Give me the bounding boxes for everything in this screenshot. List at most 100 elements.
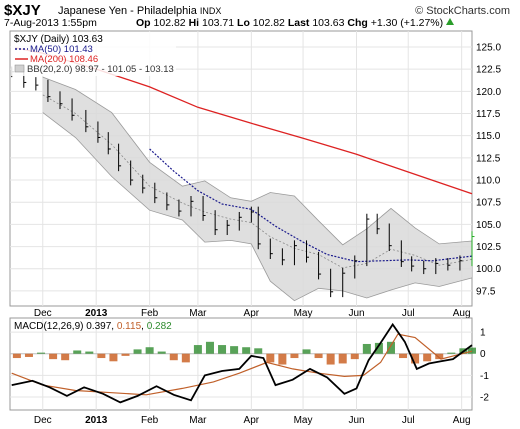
macd-histogram-bar [24,353,33,357]
macd-histogram-bar [266,353,275,363]
macd-legend-text: MACD(12,26,9) 0.397, 0.115, 0.282 [14,321,172,332]
macd-histogram-bar [218,345,227,354]
chart-header: $XJY Japanese Yen - Philadelphia INDX © … [0,0,520,30]
macd-histogram-bar [157,351,166,354]
price-y-tick-label: 117.5 [476,109,501,120]
macd-histogram-bar [302,349,311,354]
open-value: 102.82 [153,17,186,29]
price-x-axis: Dec 2013 Feb Mar Apr May Jun Jul Aug [34,308,471,319]
macd-histogram-bar [362,343,371,354]
low-value: 102.82 [252,17,285,29]
price-y-tick-label: 115.0 [476,131,501,142]
macd-legend-label: MACD(12,26,9) [14,321,83,332]
macd-histogram-bar [121,353,130,356]
macd-y-tick-label: 1 [480,328,486,339]
high-value: 103.71 [201,17,235,29]
macd-histogram-bar [435,353,444,360]
macd-histogram-bar [338,353,347,364]
macd-histogram-bar [49,353,58,360]
macd-histogram-bar [290,353,299,359]
macd-histogram-bar [374,342,383,354]
macd-histogram-bar [73,350,82,354]
price-y-tick-label: 100.0 [476,264,501,275]
price-x-tick-label: Aug [453,308,471,319]
macd-line [11,322,473,404]
ma50-line [149,148,473,263]
brand-logo[interactable]: © StockCharts.com [415,5,510,17]
macd-y-tick-label: -1 [480,371,489,382]
price-y-tick-label: 107.5 [476,198,501,209]
change-value: +1.30 (+1.27%) [370,17,444,29]
price-y-tick-label: 110.0 [476,176,501,187]
legend-ma50: MA(50) 101.43 [30,44,93,55]
symbol: $XJY [4,2,41,19]
macd-histogram-bar [468,347,476,354]
price-y-tick-label: 122.5 [476,65,501,76]
price-panel: 125.0 122.5 120.0 117.5 115.0 112.5 110.0 107.5… [9,30,501,319]
exchange: INDX [199,6,222,16]
macd-histogram-bar [12,353,21,359]
macd-histogram-bar [326,353,335,365]
price-y-tick-label: 102.5 [476,242,501,253]
price-x-tick-label: Feb [141,308,159,319]
bollinger-band-fill [42,77,473,301]
macd-legend-hist: 0.282 [147,321,172,332]
price-x-tick-label: May [294,308,313,319]
price-y-tick-label: 112.5 [476,153,501,164]
price-y-axis: 125.0 122.5 120.0 117.5 115.0 112.5 110.0 107.5… [476,42,501,297]
security-name: Japanese Yen - Philadelphia INDX [58,5,222,17]
macd-histogram-bar [97,353,106,359]
last-value: 103.63 [312,17,345,29]
price-y-tick-label: 120.0 [476,87,501,98]
macd-histogram-bar [278,353,287,365]
macd-histogram-bar [242,347,251,354]
price-y-tick-label: 97.5 [476,286,496,297]
macd-histogram-bar [386,341,395,354]
bollinger-lower-line [42,112,473,302]
macd-histogram [12,341,476,365]
macd-x-tick-label: Mar [189,415,207,426]
macd-x-axis: Dec 2013 Feb Mar Apr May Jun Jul Aug [34,415,471,426]
macd-panel: 1 0 -1 -2 Dec 2013 Feb Mar Apr May Jun Jul Aug MACD… [9,317,489,426]
macd-histogram-bar [254,348,263,354]
legend-price: $XJY (Daily) 103.63 [14,34,103,45]
macd-histogram-bar [399,353,408,359]
legend-bb-swatch [14,64,25,73]
macd-legend: MACD(12,26,9) 0.397, 0.115, 0.282 [14,321,172,332]
macd-histogram-bar [193,345,202,354]
macd-histogram-bar [314,353,323,359]
price-x-tick-label: Apr [244,308,260,319]
macd-x-tick-label: Feb [141,415,159,426]
macd-gridlines [10,318,472,410]
macd-histogram-bar [423,353,432,362]
macd-y-axis: 1 0 -1 -2 [480,328,489,404]
price-x-tick-label: Mar [189,308,207,319]
macd-histogram-bar [230,346,239,354]
macd-x-tick-label: Dec [34,415,52,426]
macd-x-tick-label: Jun [348,415,364,426]
macd-x-tick-label: Apr [244,415,260,426]
legend-bb: BB(20,2.0) 98.97 - 101.05 - 103.13 [27,64,174,75]
bollinger-upper-line [42,76,473,246]
macd-histogram-bar [169,353,178,361]
quote-summary: Op 102.82 Hi 103.71 Lo 102.82 Last 103.6… [136,17,455,29]
quote-date: 7-Aug-2013 1:55pm [4,17,97,29]
macd-histogram-bar [37,352,46,354]
price-x-tick-label: Jun [348,308,364,319]
macd-legend-macd: 0.397 [86,321,111,332]
price-x-tick-label: 2013 [85,308,108,319]
macd-histogram-bar [350,353,359,360]
macd-histogram-bar [85,351,94,354]
macd-histogram-bar [411,353,420,364]
macd-x-tick-label: May [294,415,313,426]
macd-histogram-bar [61,353,70,361]
macd-y-tick-label: -2 [480,393,489,404]
legend-ma200: MA(200) 108.46 [30,54,98,65]
macd-histogram-bar [109,353,118,362]
price-x-tick-label: Dec [34,308,52,319]
macd-histogram-bar [205,341,214,354]
macd-histogram-bar [145,347,154,354]
price-y-tick-label: 125.0 [476,42,501,53]
up-arrow-icon [446,18,455,25]
